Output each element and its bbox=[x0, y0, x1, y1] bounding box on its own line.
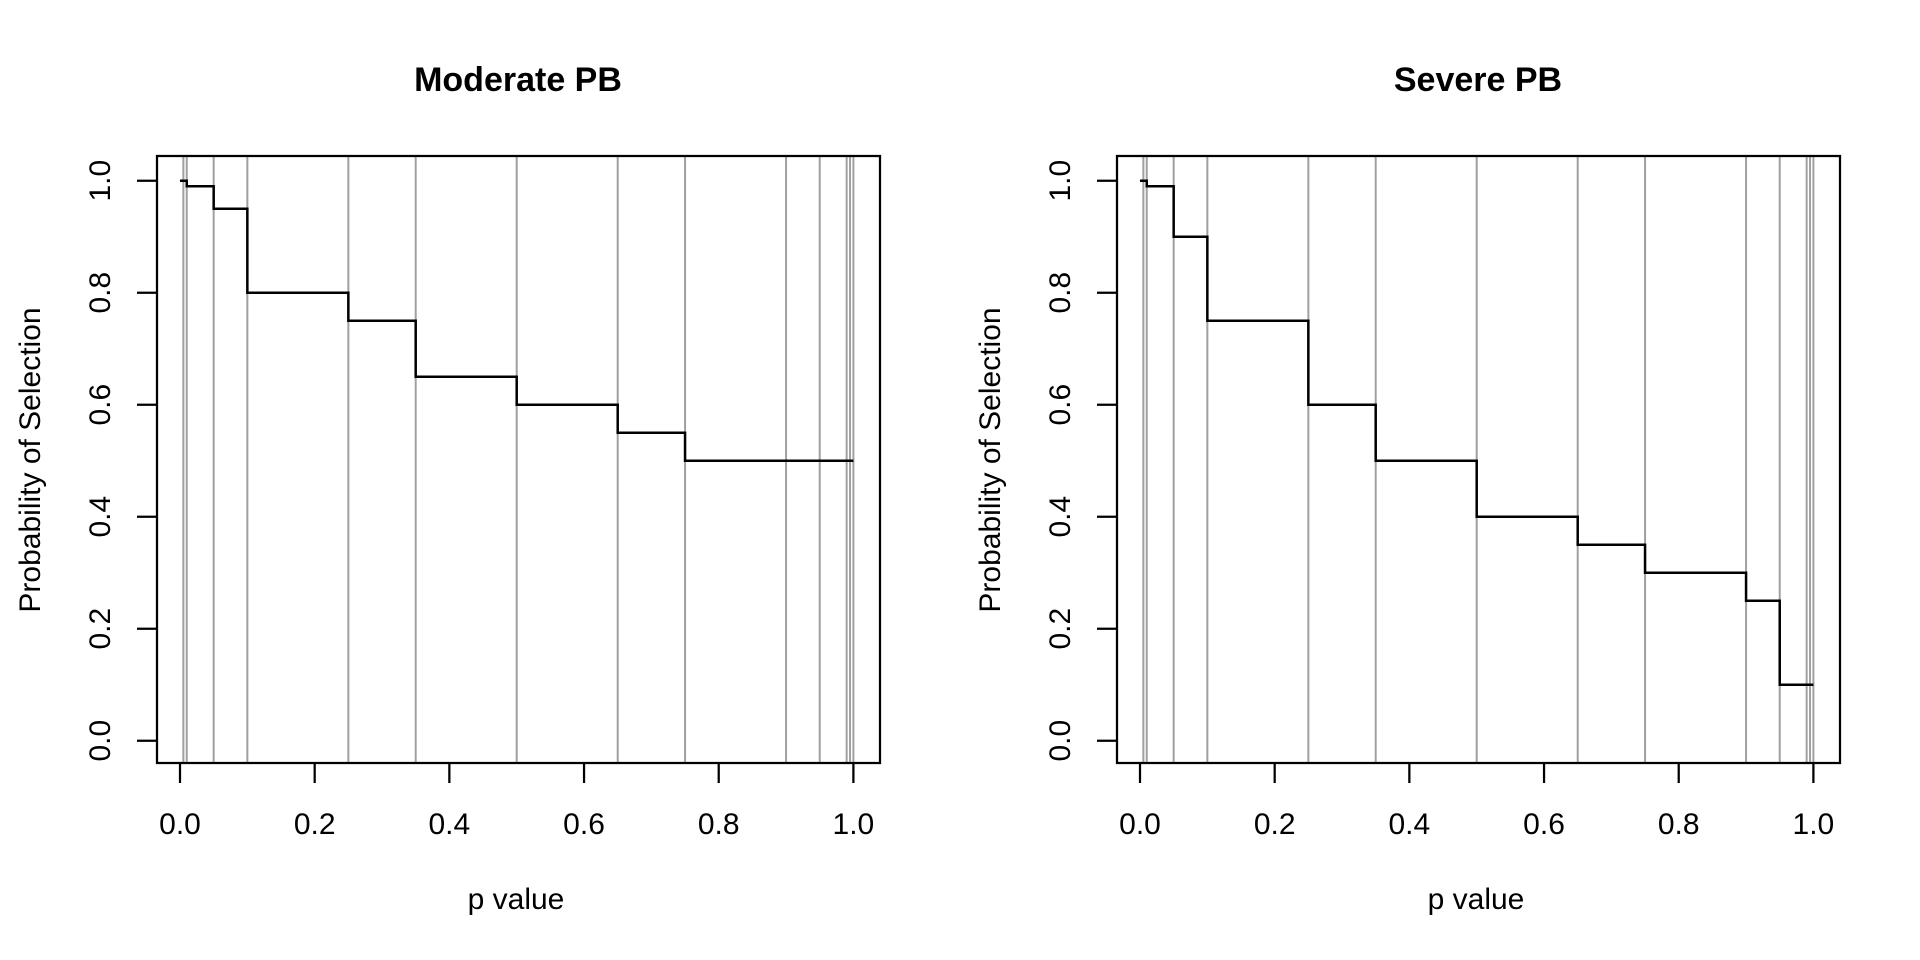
x-tick-label: 0.8 bbox=[698, 808, 740, 841]
x-tick-label: 0.0 bbox=[159, 808, 201, 841]
y-tick-label: 0.4 bbox=[84, 496, 117, 538]
x-tick-label: 1.0 bbox=[833, 808, 875, 841]
y-tick-label: 0.4 bbox=[1044, 496, 1077, 538]
panel-title-severe: Severe PB bbox=[1393, 61, 1563, 99]
x-axis-label-moderate: p value bbox=[467, 883, 565, 916]
panel-moderate-pb: 0.0 0.2 0.4 0.6 0.8 1.0 0.0 0.2 0.4 0.6 0.8 1.0 Mod… bbox=[14, 61, 882, 916]
x-tick-label: 0.0 bbox=[1119, 808, 1161, 841]
panel-severe-pb: 0.0 0.2 0.4 0.6 0.8 1.0 0.0 0.2 0.4 0.6 0.8 1.0 Sev… bbox=[960, 0, 1920, 960]
x-tick-label: 0.2 bbox=[294, 808, 336, 841]
y-tick-label: 0.6 bbox=[1044, 384, 1077, 426]
x-tick-label: 0.6 bbox=[1523, 808, 1565, 841]
y-axis-label-severe: Probability of Selection bbox=[974, 307, 1007, 613]
plot-box bbox=[1115, 154, 1842, 765]
y-tick-label: 0.0 bbox=[1044, 720, 1077, 762]
x-tick-label: 0.8 bbox=[1658, 808, 1700, 841]
y-axis-label-moderate: Probability of Selection bbox=[14, 307, 47, 613]
plot-area-severe: 0.0 0.2 0.4 0.6 0.8 1.0 0.0 0.2 0.4 0.6 0.8 1.0 bbox=[1044, 154, 1842, 841]
y-tick-label: 0.0 bbox=[84, 720, 117, 762]
y-tick-label: 1.0 bbox=[84, 160, 117, 202]
x-tick-label: 1.0 bbox=[1793, 808, 1835, 841]
panel-title-moderate: Moderate PB bbox=[414, 61, 622, 99]
step-curve bbox=[1140, 179, 1814, 686]
step-curve bbox=[180, 179, 854, 462]
x-tick-label: 0.4 bbox=[429, 808, 471, 841]
y-tick-label: 0.2 bbox=[1044, 608, 1077, 650]
plot-area-moderate: 0.0 0.2 0.4 0.6 0.8 1.0 0.0 0.2 0.4 0.6 0.8 1.0 bbox=[84, 154, 882, 841]
x-tick-label: 0.2 bbox=[1254, 808, 1296, 841]
y-tick-label: 0.6 bbox=[84, 384, 117, 426]
y-tick-label: 0.2 bbox=[84, 608, 117, 650]
y-tick-label: 1.0 bbox=[1044, 160, 1077, 202]
plot-box bbox=[155, 154, 882, 765]
x-tick-label: 0.4 bbox=[1389, 808, 1431, 841]
y-tick-label: 0.8 bbox=[1044, 272, 1077, 314]
x-tick-label: 0.6 bbox=[563, 808, 605, 841]
x-axis-label-severe: p value bbox=[1427, 883, 1525, 916]
y-tick-label: 0.8 bbox=[84, 272, 117, 314]
